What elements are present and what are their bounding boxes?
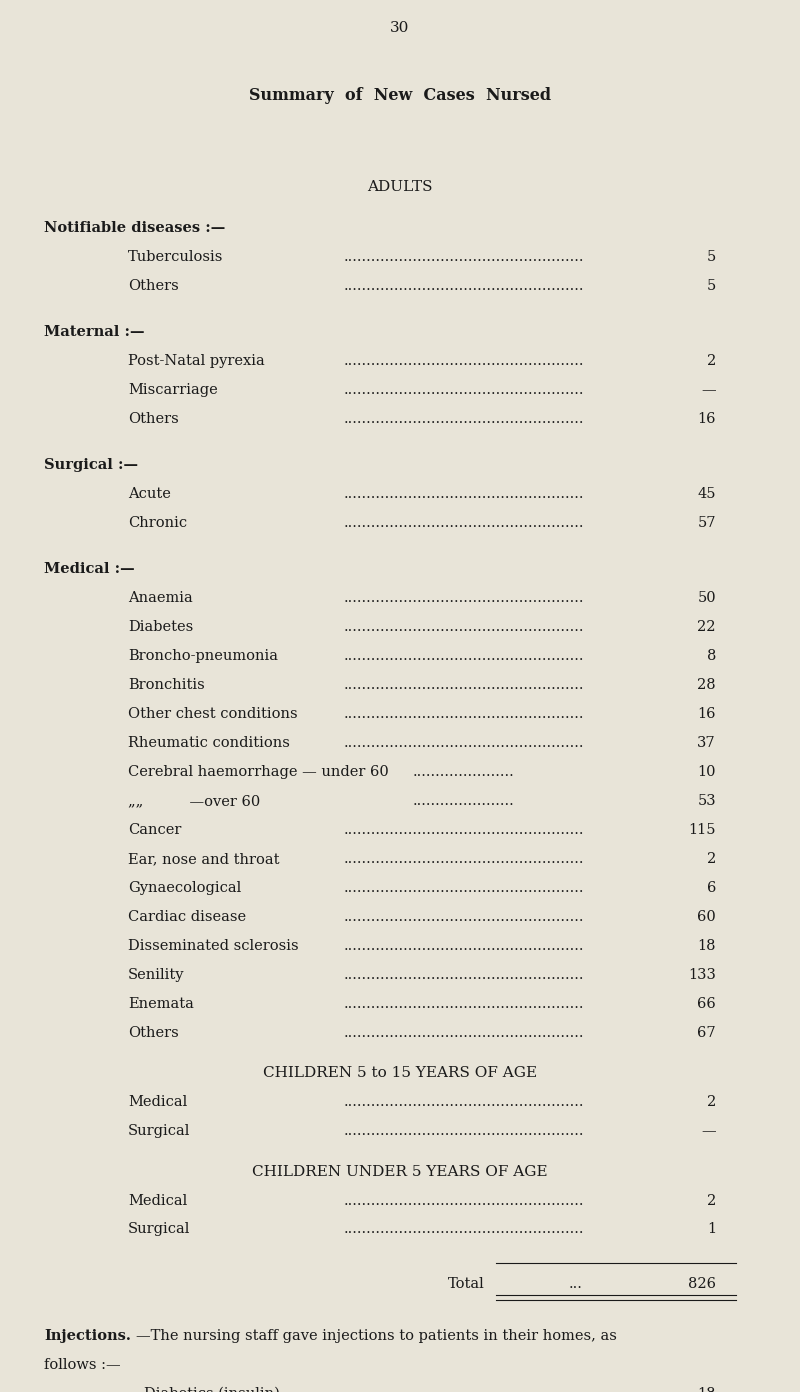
Text: Anaemia: Anaemia <box>128 592 193 606</box>
Text: Ear, nose and throat: Ear, nose and throat <box>128 852 279 866</box>
Text: 8: 8 <box>706 649 716 663</box>
Text: ....................................................: ........................................… <box>344 852 584 866</box>
Text: 57: 57 <box>698 516 716 530</box>
Text: Total: Total <box>448 1278 485 1292</box>
Text: ....................................................: ........................................… <box>344 354 584 367</box>
Text: ....................................................: ........................................… <box>344 278 584 292</box>
Text: 18: 18 <box>698 1386 716 1392</box>
Text: 37: 37 <box>698 736 716 750</box>
Text: Others: Others <box>128 278 178 292</box>
Text: 22: 22 <box>698 621 716 635</box>
Text: Disseminated sclerosis: Disseminated sclerosis <box>128 938 298 952</box>
Text: Rheumatic conditions: Rheumatic conditions <box>128 736 290 750</box>
Text: ....................................................: ........................................… <box>344 707 584 721</box>
Text: ......................: ...................... <box>413 793 515 807</box>
Text: ....................................................: ........................................… <box>344 1026 584 1040</box>
Text: Broncho-pneumonia: Broncho-pneumonia <box>128 649 278 663</box>
Text: Medical :—: Medical :— <box>44 562 134 576</box>
Text: Cardiac disease: Cardiac disease <box>128 910 246 924</box>
Text: 18: 18 <box>698 938 716 952</box>
Text: Surgical: Surgical <box>128 1222 190 1236</box>
Text: CHILDREN 5 to 15 YEARS OF AGE: CHILDREN 5 to 15 YEARS OF AGE <box>263 1066 537 1080</box>
Text: ....................................................: ........................................… <box>344 736 584 750</box>
Text: —: — <box>702 383 716 397</box>
Text: 133: 133 <box>688 967 716 981</box>
Text: Cerebral haemorrhage — under 60: Cerebral haemorrhage — under 60 <box>128 766 389 780</box>
Text: ....................................................: ........................................… <box>344 383 584 397</box>
Text: ....................................................: ........................................… <box>344 487 584 501</box>
Text: ....................................................: ........................................… <box>344 249 584 263</box>
Text: ......................: ...................... <box>413 766 515 780</box>
Text: ....................................................: ........................................… <box>344 910 584 924</box>
Text: Other chest conditions: Other chest conditions <box>128 707 298 721</box>
Text: Enemata: Enemata <box>128 997 194 1011</box>
Text: Notifiable diseases :—: Notifiable diseases :— <box>44 221 226 235</box>
Text: Diabetes: Diabetes <box>128 621 194 635</box>
Text: —The nursing staff gave injections to patients in their homes, as: —The nursing staff gave injections to pa… <box>136 1329 617 1343</box>
Text: ADULTS: ADULTS <box>367 180 433 193</box>
Text: Cancer: Cancer <box>128 823 182 837</box>
Text: 5: 5 <box>706 278 716 292</box>
Text: —: — <box>702 1123 716 1139</box>
Text: Others: Others <box>128 412 178 426</box>
Text: Tuberculosis: Tuberculosis <box>128 249 223 263</box>
Text: 30: 30 <box>390 21 410 35</box>
Text: ....................................................: ........................................… <box>344 649 584 663</box>
Text: Medical: Medical <box>128 1096 187 1109</box>
Text: 5: 5 <box>706 249 716 263</box>
Text: 53: 53 <box>698 793 716 807</box>
Text: ....................................................: ........................................… <box>344 678 584 692</box>
Text: ....................................................: ........................................… <box>344 516 584 530</box>
Text: 16: 16 <box>698 707 716 721</box>
Text: 28: 28 <box>698 678 716 692</box>
Text: ...: ... <box>569 1278 583 1292</box>
Text: ....................................................: ........................................… <box>344 967 584 981</box>
Text: Gynaecological: Gynaecological <box>128 881 242 895</box>
Text: 66: 66 <box>698 997 716 1011</box>
Text: Injections.: Injections. <box>44 1329 131 1343</box>
Text: 2: 2 <box>706 1193 716 1207</box>
Text: ....................................................: ........................................… <box>344 1386 584 1392</box>
Text: 60: 60 <box>698 910 716 924</box>
Text: Acute: Acute <box>128 487 171 501</box>
Text: ....................................................: ........................................… <box>344 621 584 635</box>
Text: ....................................................: ........................................… <box>344 592 584 606</box>
Text: 2: 2 <box>706 1096 716 1109</box>
Text: ....................................................: ........................................… <box>344 938 584 952</box>
Text: ....................................................: ........................................… <box>344 1096 584 1109</box>
Text: CHILDREN UNDER 5 YEARS OF AGE: CHILDREN UNDER 5 YEARS OF AGE <box>252 1165 548 1179</box>
Text: Surgical: Surgical <box>128 1123 190 1139</box>
Text: 16: 16 <box>698 412 716 426</box>
Text: ....................................................: ........................................… <box>344 1222 584 1236</box>
Text: 115: 115 <box>689 823 716 837</box>
Text: Maternal :—: Maternal :— <box>44 324 145 338</box>
Text: follows :—: follows :— <box>44 1359 121 1373</box>
Text: ....................................................: ........................................… <box>344 1123 584 1139</box>
Text: Medical: Medical <box>128 1193 187 1207</box>
Text: Senility: Senility <box>128 967 185 981</box>
Text: 2: 2 <box>706 354 716 367</box>
Text: „„          —over 60: „„ —over 60 <box>128 793 260 807</box>
Text: 826: 826 <box>688 1278 716 1292</box>
Text: Bronchitis: Bronchitis <box>128 678 205 692</box>
Text: ....................................................: ........................................… <box>344 412 584 426</box>
Text: Others: Others <box>128 1026 178 1040</box>
Text: Chronic: Chronic <box>128 516 187 530</box>
Text: 67: 67 <box>698 1026 716 1040</box>
Text: Diabetics (insulin): Diabetics (insulin) <box>144 1386 280 1392</box>
Text: ....................................................: ........................................… <box>344 997 584 1011</box>
Text: 6: 6 <box>706 881 716 895</box>
Text: Miscarriage: Miscarriage <box>128 383 218 397</box>
Text: ....................................................: ........................................… <box>344 881 584 895</box>
Text: 10: 10 <box>698 766 716 780</box>
Text: Post-Natal pyrexia: Post-Natal pyrexia <box>128 354 265 367</box>
Text: 2: 2 <box>706 852 716 866</box>
Text: ....................................................: ........................................… <box>344 823 584 837</box>
Text: 50: 50 <box>698 592 716 606</box>
Text: ....................................................: ........................................… <box>344 1193 584 1207</box>
Text: Surgical :—: Surgical :— <box>44 458 138 472</box>
Text: 45: 45 <box>698 487 716 501</box>
Text: 1: 1 <box>707 1222 716 1236</box>
Text: Summary  of  New  Cases  Nursed: Summary of New Cases Nursed <box>249 88 551 104</box>
